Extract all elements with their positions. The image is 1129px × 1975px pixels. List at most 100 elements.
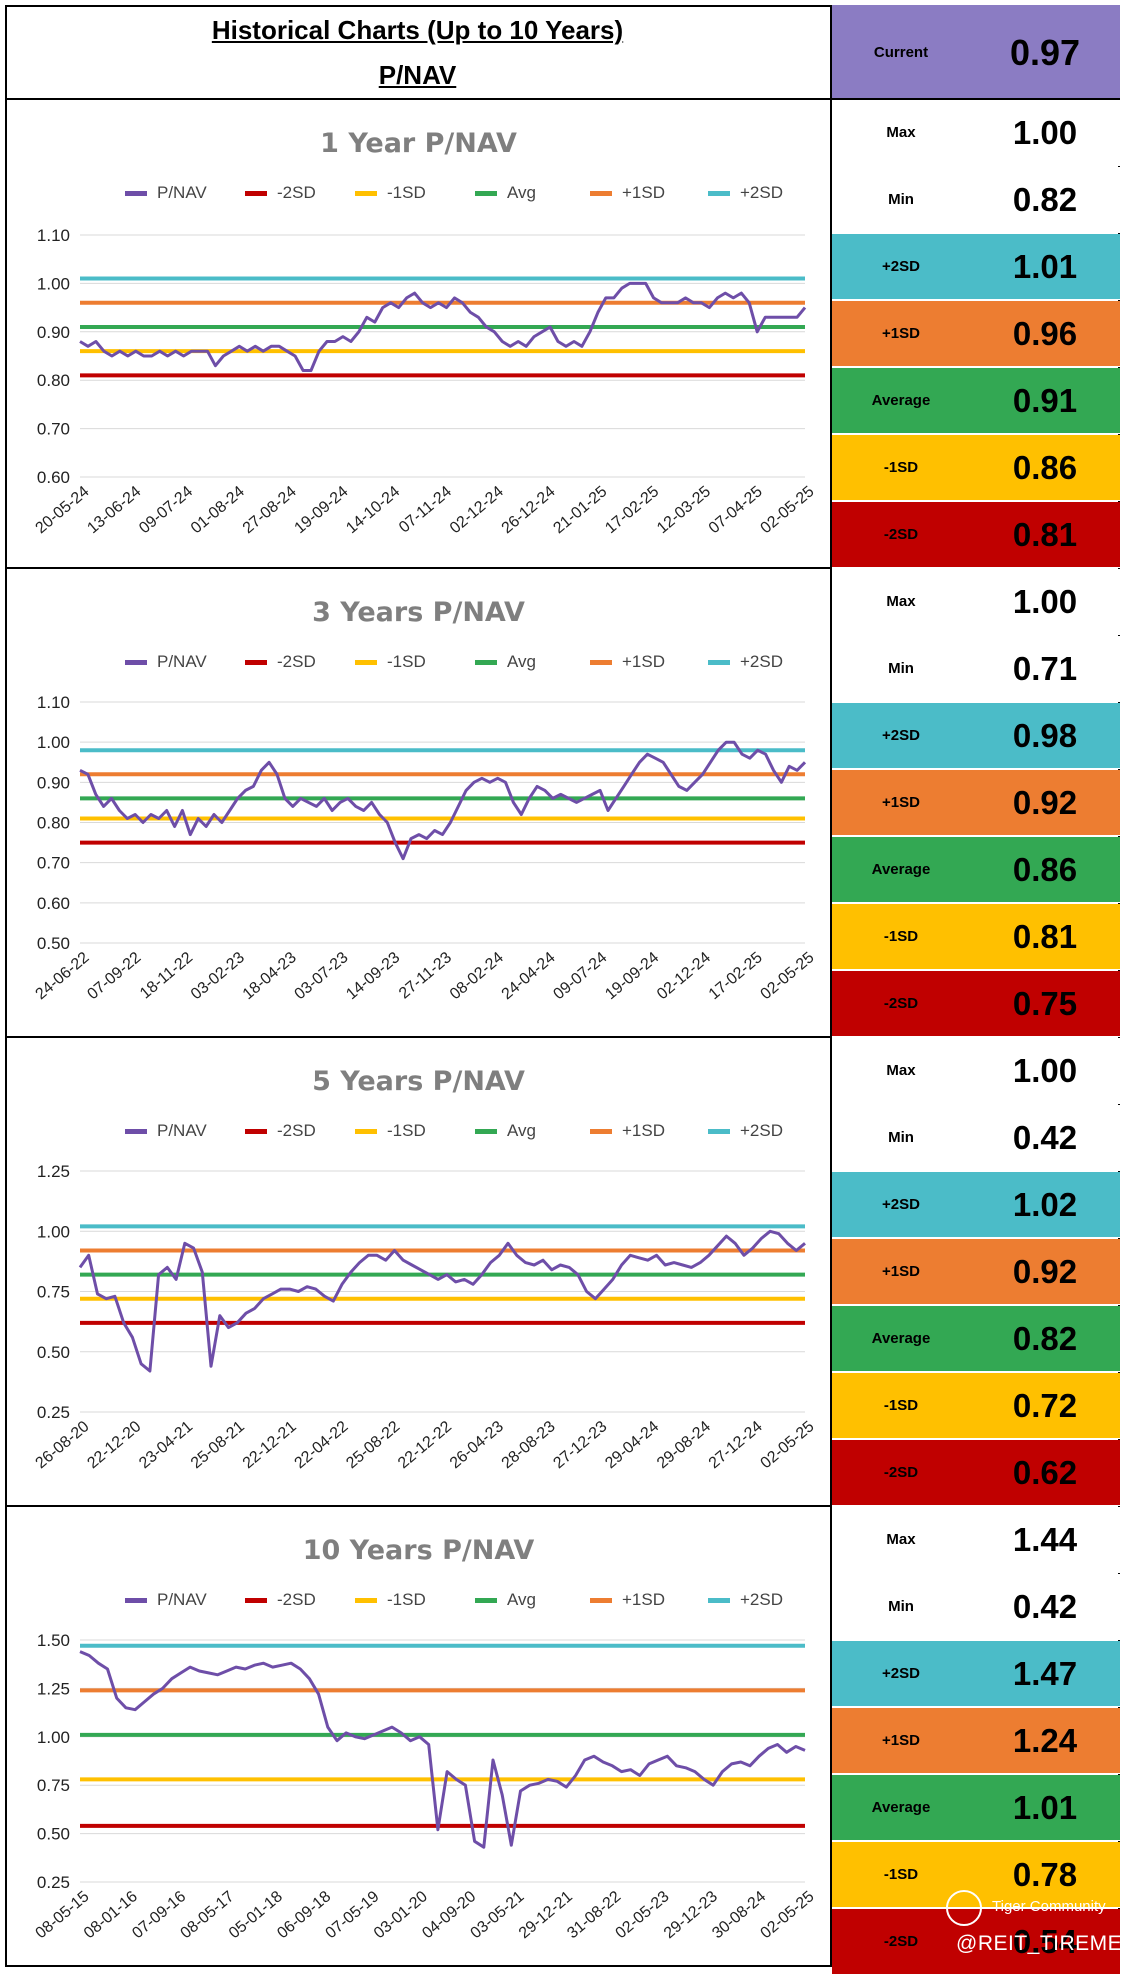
stat-value: 0.72	[1012, 1387, 1078, 1424]
stat-label: Min	[888, 660, 914, 677]
chart-plot: 0.25 0.50 0.75 1.00 1.25 1.50 08-05-1508-01-16…	[33, 1631, 818, 1942]
chart-panel-4: 10 Years P/NAV P/NAV -2SD -1SD Avg +1SD +2SD 0.…	[5, 1507, 832, 1967]
legend-label: P/NAV	[157, 1590, 207, 1609]
x-tick-label: 22-12-20	[84, 1418, 144, 1472]
legend-label: +2SD	[740, 1590, 783, 1609]
chart-title: 5 Years P/NAV	[312, 1066, 525, 1097]
stat-value: 1.47	[1012, 1655, 1078, 1692]
x-tick-label: 27-11-23	[396, 949, 455, 1002]
stat-value: 0.78	[1012, 1856, 1078, 1893]
legend-item: +1SD	[590, 183, 665, 203]
stat-minus-1sd: -1SD 0.78	[832, 1842, 1120, 1908]
stat-label: -2SD	[883, 1933, 919, 1950]
x-tick-label: 27-12-24	[706, 1418, 766, 1472]
x-tick-label: 27-08-24	[240, 483, 300, 537]
legend-swatch	[590, 660, 612, 666]
page-title: Historical Charts (Up to 10 Years)	[211, 15, 624, 45]
x-tick-label: 26-04-23	[447, 1418, 507, 1472]
stat-max: Max 1.00	[832, 1038, 1120, 1104]
stat-min: Min 0.82	[832, 167, 1120, 233]
stat-label: -2SD	[883, 1464, 919, 1481]
x-tick-label: 29-12-23	[661, 1888, 721, 1942]
legend-label: +1SD	[622, 1590, 665, 1609]
stat-min: Min 0.42	[832, 1105, 1120, 1171]
stat-label: Average	[871, 1799, 931, 1816]
x-tick-label: 29-04-24	[602, 1418, 662, 1472]
legend-swatch	[590, 1129, 612, 1135]
y-tick-label: 1.25	[37, 1162, 70, 1181]
stat-label: +2SD	[882, 258, 920, 275]
y-tick-label: 0.90	[37, 323, 70, 342]
legend-swatch	[245, 191, 267, 197]
stat-value: 0.42	[1012, 1588, 1078, 1625]
legend-item: Avg	[475, 652, 536, 672]
x-tick-label: 21-01-25	[550, 483, 610, 537]
legend-item: +2SD	[708, 183, 783, 203]
chart-plot: 0.60 0.70 0.80 0.90 1.00 1.10 20-05-2413-06-24…	[33, 226, 818, 537]
legend-label: Avg	[507, 1121, 536, 1140]
legend-item: -1SD	[355, 1590, 426, 1610]
legend-swatch	[475, 191, 497, 197]
legend-swatch	[590, 1598, 612, 1604]
x-tick-label: 03-02-23	[188, 949, 248, 1003]
stat-minus-2sd: -2SD 0.81	[832, 502, 1120, 568]
y-tick-label: 0.70	[37, 854, 70, 873]
stat-label: +1SD	[882, 325, 920, 342]
stat-max: Max 1.44	[832, 1507, 1120, 1573]
stat-label: Average	[871, 392, 931, 409]
x-tick-label: 22-12-21	[240, 1418, 300, 1472]
stat-plus-1sd: +1SD 0.96	[832, 301, 1120, 367]
stat-min: Min 0.42	[832, 1574, 1120, 1640]
legend-swatch	[708, 1129, 730, 1135]
stat-plus-1sd: +1SD 1.24	[832, 1708, 1120, 1774]
stat-value: 1.44	[1012, 1521, 1078, 1558]
stat-min: Min 0.71	[832, 636, 1120, 702]
legend-item: +1SD	[590, 1590, 665, 1610]
stat-label: Average	[871, 1330, 931, 1347]
x-tick-label: 05-01-18	[226, 1888, 286, 1942]
legend-label: -2SD	[277, 183, 316, 202]
legend-item: P/NAV	[125, 652, 207, 672]
x-tick-label: 14-09-23	[343, 949, 403, 1003]
stat-label: Min	[888, 1598, 914, 1615]
legend-item: +2SD	[708, 1590, 783, 1610]
legend-swatch	[475, 1129, 497, 1135]
x-tick-label: 03-01-20	[371, 1888, 431, 1942]
legend-swatch	[708, 1598, 730, 1604]
stat-value: 1.02	[1012, 1186, 1078, 1223]
legend-swatch	[245, 1129, 267, 1135]
stat-value: 0.81	[1012, 516, 1078, 553]
x-tick-label: 08-05-15	[33, 1888, 93, 1942]
legend-item: -2SD	[245, 1121, 316, 1141]
legend-swatch	[245, 660, 267, 666]
chart-plot: 0.50 0.60 0.70 0.80 0.90 1.00 1.10 24-06-2207-0…	[33, 693, 818, 1003]
x-tick-label: 09-07-24	[550, 949, 610, 1003]
y-tick-label: 0.60	[37, 894, 70, 913]
x-tick-label: 02-05-25	[758, 1418, 818, 1472]
legend-item: -1SD	[355, 183, 426, 203]
stat-label: +2SD	[882, 1665, 920, 1682]
y-tick-label: 0.50	[37, 934, 70, 953]
legend-label: -2SD	[277, 1590, 316, 1609]
stat-label: +2SD	[882, 1196, 920, 1213]
stat-plus-2sd: +2SD 1.01	[832, 234, 1120, 300]
x-tick-label: 07-09-16	[129, 1888, 189, 1942]
x-tick-label: 12-03-25	[654, 483, 714, 537]
x-tick-label: 28-08-23	[499, 1418, 559, 1472]
chart-panel-2: 3 Years P/NAV P/NAV -2SD -1SD Avg +1SD +2SD 0.5…	[5, 569, 832, 1038]
stat-plus-1sd: +1SD 0.92	[832, 770, 1120, 836]
y-tick-label: 1.00	[37, 1222, 70, 1241]
y-tick-label: 0.75	[37, 1776, 70, 1795]
x-tick-label: 03-07-23	[292, 949, 352, 1003]
stat-label: -2SD	[883, 995, 919, 1012]
stat-label: -2SD	[883, 526, 919, 543]
legend-label: -1SD	[387, 652, 426, 671]
x-tick-label: 08-01-16	[81, 1888, 141, 1942]
stat-value: 0.81	[1012, 918, 1078, 955]
stat-value: 0.98	[1012, 717, 1078, 754]
legend-swatch	[125, 660, 147, 666]
stat-average: Average 1.01	[832, 1775, 1120, 1841]
x-tick-label: 26-08-20	[33, 1418, 93, 1472]
legend-label: P/NAV	[157, 652, 207, 671]
legend-label: +1SD	[622, 1121, 665, 1140]
